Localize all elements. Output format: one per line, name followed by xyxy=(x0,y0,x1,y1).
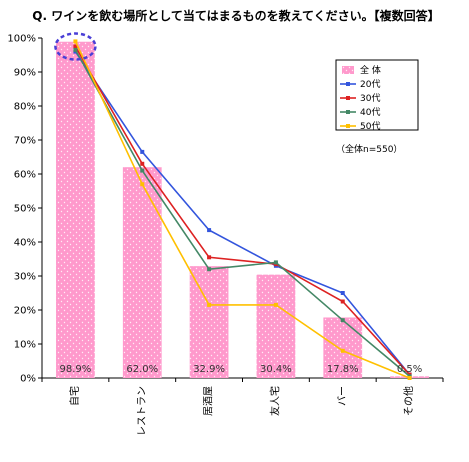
legend-label: 全 体 xyxy=(360,64,381,76)
series-point xyxy=(207,267,212,272)
series-point xyxy=(207,302,212,307)
y-tick-label: 70% xyxy=(14,136,36,147)
labels-group: 98.9% 62.0% 32.9% 30.4% 17.8% 0.5% xyxy=(60,364,423,375)
series-line xyxy=(74,41,410,379)
legend-label: 50代 xyxy=(360,121,380,132)
y-tick-label: 20% xyxy=(14,306,36,317)
series-point xyxy=(140,182,145,187)
bar xyxy=(256,274,296,378)
legend-label: 20代 xyxy=(360,79,380,90)
y-tick-label: 30% xyxy=(14,272,36,283)
series-line xyxy=(74,49,411,377)
y-tick-label: 80% xyxy=(14,102,36,113)
legend-label: 30代 xyxy=(360,93,380,104)
y-tick-label: 40% xyxy=(14,238,36,249)
legend-label: 40代 xyxy=(360,107,380,118)
legend-marker xyxy=(346,110,350,114)
bar xyxy=(189,266,229,378)
bar xyxy=(122,167,162,378)
bar-value-label: 0.5% xyxy=(397,364,422,375)
series-point xyxy=(273,302,278,307)
bar xyxy=(323,317,363,378)
x-category-label: バー xyxy=(336,386,348,406)
highlight-group xyxy=(54,32,97,61)
series-point xyxy=(340,299,345,304)
bar-value-label: 62.0% xyxy=(126,364,158,375)
y-tick-label: 10% xyxy=(14,340,36,351)
x-category-label: その他 xyxy=(402,386,415,416)
series-point xyxy=(73,39,78,44)
series-point xyxy=(207,228,212,233)
y-tick-label: 0% xyxy=(20,374,36,385)
axes: 0% 10% 20% 30% 40% 50% 60% 70% 80% 90% 100% 自宅 レストラン… xyxy=(7,34,444,436)
series-point xyxy=(273,260,278,265)
legend-marker xyxy=(346,96,350,100)
series-point xyxy=(73,44,78,49)
bar-value-label: 17.8% xyxy=(327,364,359,375)
bar xyxy=(56,41,95,379)
chart-title: Q. ワインを飲む場所として当てはまるものを教えてください。【複数回答】 xyxy=(32,8,439,23)
series-point xyxy=(140,161,145,166)
x-category-label: レストラン xyxy=(136,386,148,436)
series-point xyxy=(340,318,345,323)
x-category-label: 居酒屋 xyxy=(203,386,215,416)
series-line xyxy=(74,51,411,376)
series-point xyxy=(340,291,345,295)
highlight-ellipse xyxy=(54,32,97,61)
legend-marker xyxy=(346,124,350,128)
y-tick-label: 90% xyxy=(14,68,36,79)
y-tick-label: 60% xyxy=(14,170,36,181)
lines-group xyxy=(73,39,412,380)
series-line xyxy=(74,46,411,376)
series-point xyxy=(207,255,212,260)
x-category-label: 友人宅 xyxy=(268,386,281,416)
series-point xyxy=(73,47,78,52)
legend-swatch xyxy=(342,66,354,74)
x-category-label: 自宅 xyxy=(68,386,81,406)
legend: 全 体 20代 30代 40代 50代 xyxy=(335,59,419,132)
sample-note: （全体n=550） xyxy=(336,143,402,155)
series-point xyxy=(407,376,412,380)
series-point xyxy=(140,168,145,173)
series-point xyxy=(140,149,145,154)
series-point xyxy=(340,348,345,353)
bar-value-label: 30.4% xyxy=(260,364,292,375)
bar-value-label: 32.9% xyxy=(193,364,225,375)
y-tick-label: 50% xyxy=(14,204,36,215)
y-tick-label: 100% xyxy=(7,34,36,45)
bars-group xyxy=(56,41,429,379)
bar-value-label: 98.9% xyxy=(60,364,92,375)
legend-marker xyxy=(346,82,350,86)
